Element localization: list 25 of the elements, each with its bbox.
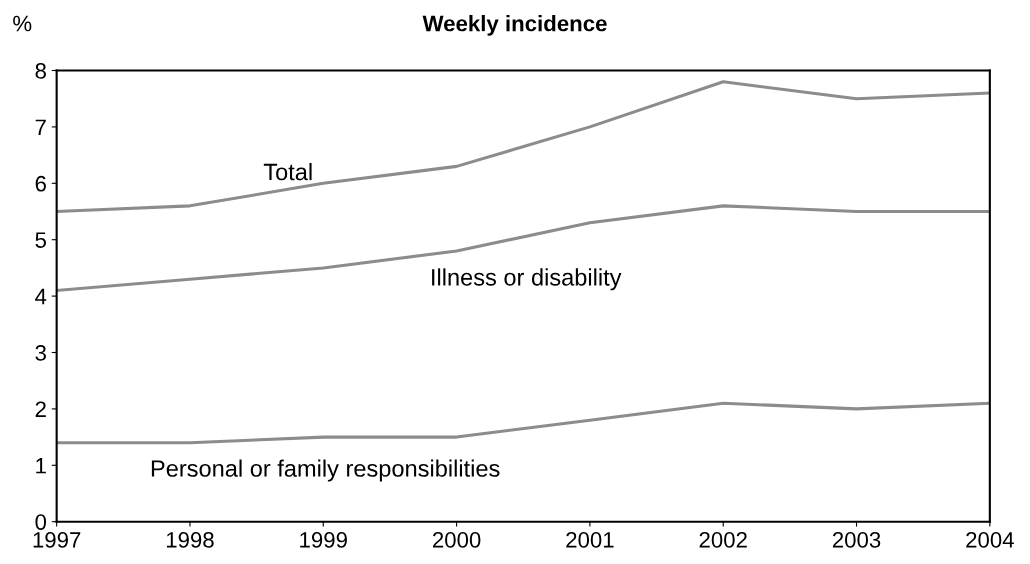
y-tick-label: 7 (35, 119, 46, 135)
y-tick-label: 8 (35, 63, 46, 79)
line-series (56, 204, 990, 292)
x-tick-label: 2001 (566, 532, 614, 548)
line-series (56, 401, 990, 445)
x-tick-label: 1997 (33, 532, 81, 548)
x-tick-label: 1999 (300, 532, 347, 548)
y-tick-label: 5 (35, 232, 46, 248)
y-axis-title: % (13, 15, 32, 32)
y-tick-label: 4 (35, 288, 47, 305)
y-tick-label: 6 (35, 175, 46, 192)
line-series (56, 80, 990, 214)
series-label: Illness or disability (432, 268, 622, 291)
chart-title: Weekly incidence (422, 15, 607, 36)
series-label: Total (263, 163, 312, 181)
x-tick-label: 2004 (966, 532, 1014, 548)
y-tick-label: 0 (35, 514, 47, 530)
x-tick-label: 1998 (166, 532, 214, 548)
y-tick-label: 3 (35, 345, 46, 361)
x-tick-label: 2000 (432, 532, 481, 548)
x-tick-label: 2002 (699, 532, 747, 548)
y-tick-label: 1 (36, 458, 46, 474)
series-label: Personal or family responsibilities (151, 459, 500, 482)
x-tick-label: 2003 (832, 532, 881, 548)
y-tick-label: 2 (35, 401, 46, 417)
